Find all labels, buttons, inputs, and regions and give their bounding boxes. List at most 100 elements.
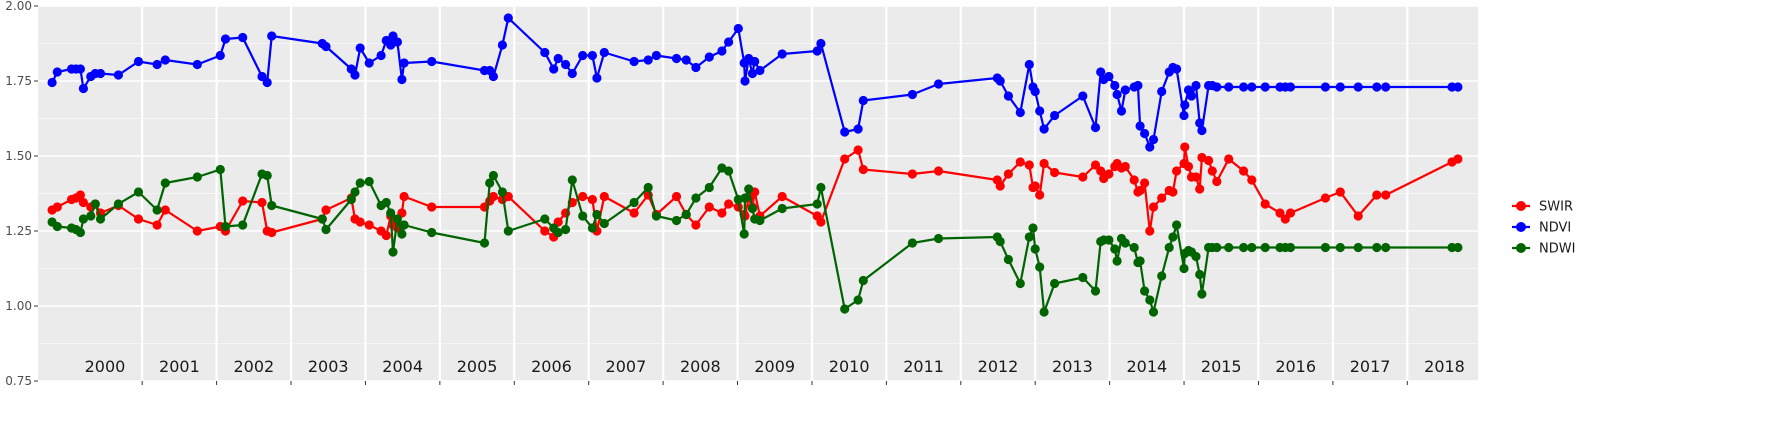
data-point-ndvi bbox=[755, 65, 765, 76]
data-point-ndwi bbox=[777, 203, 787, 214]
y-tick-label: 1.50 bbox=[5, 149, 32, 163]
data-point-ndwi bbox=[651, 211, 662, 221]
data-point-ndvi bbox=[1133, 80, 1143, 91]
data-point-ndvi bbox=[1453, 82, 1463, 92]
data-point-ndvi bbox=[629, 56, 639, 67]
data-point-ndwi bbox=[133, 187, 144, 197]
y-tick-label: 1.75 bbox=[5, 74, 32, 88]
data-point-ndwi bbox=[262, 170, 272, 181]
data-point-swir bbox=[1335, 187, 1345, 197]
data-point-ndwi bbox=[1110, 244, 1120, 254]
data-point-ndvi bbox=[907, 89, 918, 100]
data-point-ndwi bbox=[1129, 242, 1139, 253]
data-point-swir bbox=[1180, 142, 1190, 152]
data-point-ndwi bbox=[995, 236, 1005, 247]
data-point-ndwi bbox=[95, 214, 106, 224]
data-point-ndwi bbox=[567, 175, 577, 185]
data-point-swir bbox=[704, 202, 714, 212]
data-point-ndvi bbox=[733, 23, 743, 34]
data-point-ndwi bbox=[812, 199, 822, 209]
data-point-ndvi bbox=[1186, 91, 1197, 101]
data-point-swir bbox=[364, 220, 374, 230]
data-point-swir bbox=[488, 191, 498, 202]
data-point-swir bbox=[1145, 226, 1155, 236]
data-point-swir bbox=[599, 191, 609, 202]
data-point-ndvi bbox=[1212, 82, 1222, 92]
data-point-ndvi bbox=[1260, 82, 1270, 92]
data-point-ndwi bbox=[681, 209, 691, 220]
series-layer bbox=[47, 13, 1463, 317]
data-point-swir bbox=[724, 199, 734, 209]
legend-label: NDWI bbox=[1539, 242, 1575, 257]
data-point-ndwi bbox=[1285, 242, 1296, 253]
data-point-ndwi bbox=[1148, 307, 1159, 317]
data-point-swir bbox=[1172, 166, 1182, 176]
data-point-ndwi bbox=[578, 211, 588, 221]
data-point-swir bbox=[1135, 185, 1145, 196]
data-point-ndwi bbox=[1195, 269, 1205, 280]
data-point-ndwi bbox=[485, 178, 495, 188]
year-label: 2017 bbox=[1350, 357, 1391, 376]
data-point-swir bbox=[540, 226, 550, 236]
data-point-ndwi bbox=[1120, 238, 1130, 248]
data-point-ndvi bbox=[599, 47, 609, 58]
year-label: 2015 bbox=[1201, 357, 1242, 376]
data-point-ndvi bbox=[47, 77, 57, 88]
data-point-ndwi bbox=[1353, 242, 1363, 253]
data-point-swir bbox=[907, 169, 918, 179]
data-point-ndvi bbox=[1110, 80, 1120, 91]
data-point-ndvi bbox=[220, 34, 231, 44]
data-point-ndvi bbox=[1039, 124, 1049, 134]
data-point-swir bbox=[1090, 160, 1101, 170]
data-point-ndvi bbox=[376, 50, 386, 61]
data-point-ndvi bbox=[1224, 82, 1234, 92]
data-point-swir bbox=[1372, 190, 1382, 200]
data-point-ndwi bbox=[629, 197, 639, 208]
data-point-ndwi bbox=[1381, 242, 1391, 253]
data-point-swir bbox=[1050, 167, 1060, 178]
data-point-ndwi bbox=[160, 178, 170, 188]
data-point-ndvi bbox=[1247, 82, 1257, 92]
data-point-ndvi bbox=[777, 49, 787, 59]
data-point-ndwi bbox=[1335, 242, 1345, 253]
data-point-swir bbox=[1183, 161, 1194, 172]
data-point-ndwi bbox=[907, 238, 918, 248]
data-point-ndvi bbox=[1024, 59, 1034, 70]
data-point-swir bbox=[1320, 193, 1330, 203]
data-point-ndwi bbox=[86, 211, 96, 221]
data-point-ndvi bbox=[1157, 86, 1167, 97]
data-point-swir bbox=[1204, 155, 1214, 166]
legend-key-point bbox=[1516, 201, 1526, 211]
data-point-ndvi bbox=[257, 71, 267, 82]
legend-key-point bbox=[1516, 222, 1526, 232]
data-point-swir bbox=[78, 197, 88, 208]
data-point-swir bbox=[1195, 184, 1205, 194]
data-point-swir bbox=[1003, 169, 1014, 179]
data-point-ndwi bbox=[1168, 232, 1178, 242]
legend-item-ndvi: NDVI bbox=[1512, 221, 1571, 236]
data-point-swir bbox=[267, 227, 277, 238]
data-point-ndvi bbox=[567, 68, 577, 79]
year-label: 2012 bbox=[978, 357, 1019, 376]
data-point-ndvi bbox=[750, 56, 760, 67]
data-point-ndvi bbox=[1140, 128, 1150, 139]
data-point-ndvi bbox=[364, 58, 374, 68]
y-tick-label: 2.00 bbox=[5, 0, 32, 13]
year-label: 2004 bbox=[382, 357, 423, 376]
data-point-ndvi bbox=[1104, 71, 1114, 82]
data-point-ndvi bbox=[853, 124, 863, 134]
data-point-ndvi bbox=[1195, 118, 1205, 128]
data-point-ndwi bbox=[1035, 262, 1045, 272]
data-point-ndvi bbox=[427, 56, 437, 67]
data-point-ndvi bbox=[1372, 82, 1382, 92]
data-point-swir bbox=[717, 208, 727, 218]
data-point-swir bbox=[1039, 158, 1049, 169]
data-point-ndwi bbox=[355, 178, 365, 188]
data-point-ndwi bbox=[744, 184, 754, 194]
data-point-ndwi bbox=[113, 199, 123, 209]
data-point-ndvi bbox=[995, 76, 1005, 86]
data-point-ndwi bbox=[397, 229, 407, 239]
data-point-ndwi bbox=[1135, 256, 1145, 266]
data-point-ndvi bbox=[1116, 106, 1127, 116]
